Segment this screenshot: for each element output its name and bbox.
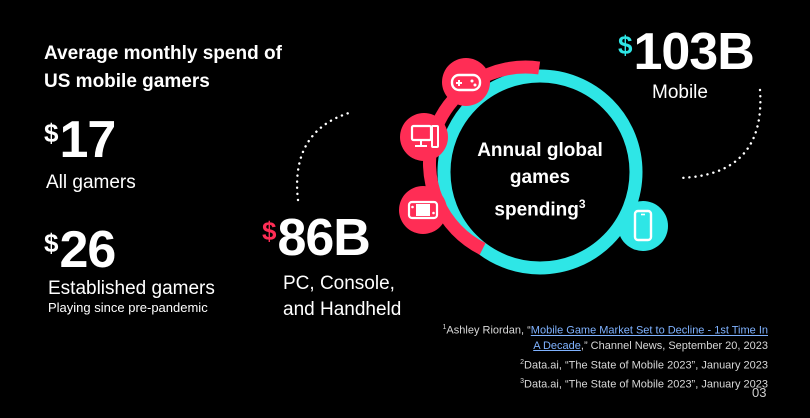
ring-title-line3: spending3: [455, 191, 625, 223]
dotted-connector-left: [295, 110, 354, 202]
stat-pc-console-label: PC, Console, and Handheld: [283, 271, 401, 323]
section-heading: Average monthly spend of US mobile gamer…: [44, 43, 282, 92]
ring-title-footnote-marker: 3: [578, 197, 586, 211]
handheld-console-icon: [399, 186, 447, 234]
footnote-2: 2Data.ai, “The State of Mobile 2023”, Ja…: [440, 355, 768, 374]
footnote-text: Data.ai, “The State of Mobile 2023”, Jan…: [524, 359, 768, 372]
value-number: 26: [59, 221, 116, 279]
footnote-text: Data.ai, “The State of Mobile 2023”, Jan…: [524, 378, 768, 391]
dollar-sign: $: [262, 216, 277, 246]
desktop-pc-icon: [400, 113, 448, 161]
footnote-marker: 2: [520, 358, 525, 366]
dollar-sign: $: [618, 30, 633, 60]
footnote-text: Ashley Riordan, “: [446, 324, 531, 337]
value-number: 86B: [277, 209, 370, 267]
ring-title-line1: Annual global: [477, 140, 603, 161]
footnote-text: ,” Channel News, September 20, 2023: [580, 340, 768, 353]
value-number: 103B: [633, 23, 754, 81]
stat-mobile-label: Mobile: [652, 82, 708, 103]
smartphone-icon: [618, 201, 668, 251]
stat-mobile-value: $103B: [618, 23, 755, 81]
dotted-connector-right: [676, 88, 762, 180]
stat-established-gamers-value: $26: [44, 221, 116, 279]
value-number: 17: [59, 111, 116, 169]
dollar-sign: $: [44, 118, 59, 148]
ring-title-text: spending: [494, 199, 579, 221]
ring-segment-mobile: [437, 69, 643, 275]
footnote-marker: 3: [520, 377, 525, 385]
stat-established-gamers-label: Established gamers: [48, 278, 215, 299]
ring-title-line2: games: [509, 167, 571, 188]
dollar-sign: $: [44, 228, 59, 258]
stat-established-gamers-sublabel: Playing since pre-pandemic: [48, 300, 208, 315]
stat-all-gamers-value: $17: [44, 111, 116, 169]
footnote-1: 1Ashley Riordan, “Mobile Game Market Set…: [440, 320, 768, 355]
footnote-source-link[interactable]: Mobile Game Market Set to Decline - 1st …: [530, 324, 768, 353]
footnotes: 1Ashley Riordan, “Mobile Game Market Set…: [440, 320, 768, 393]
gamepad-icon: [442, 58, 490, 106]
label-line2: and Handheld: [283, 299, 402, 320]
stat-all-gamers-label: All gamers: [46, 172, 136, 193]
ring-center-title: Annual global games spending3: [455, 137, 625, 223]
page-number: 03: [752, 385, 767, 400]
footnote-marker: 1: [442, 324, 447, 331]
label-line1: PC, Console,: [283, 273, 395, 294]
stat-pc-console-value: $86B: [262, 209, 371, 267]
footnote-3: 3Data.ai, “The State of Mobile 2023”, Ja…: [440, 374, 768, 393]
